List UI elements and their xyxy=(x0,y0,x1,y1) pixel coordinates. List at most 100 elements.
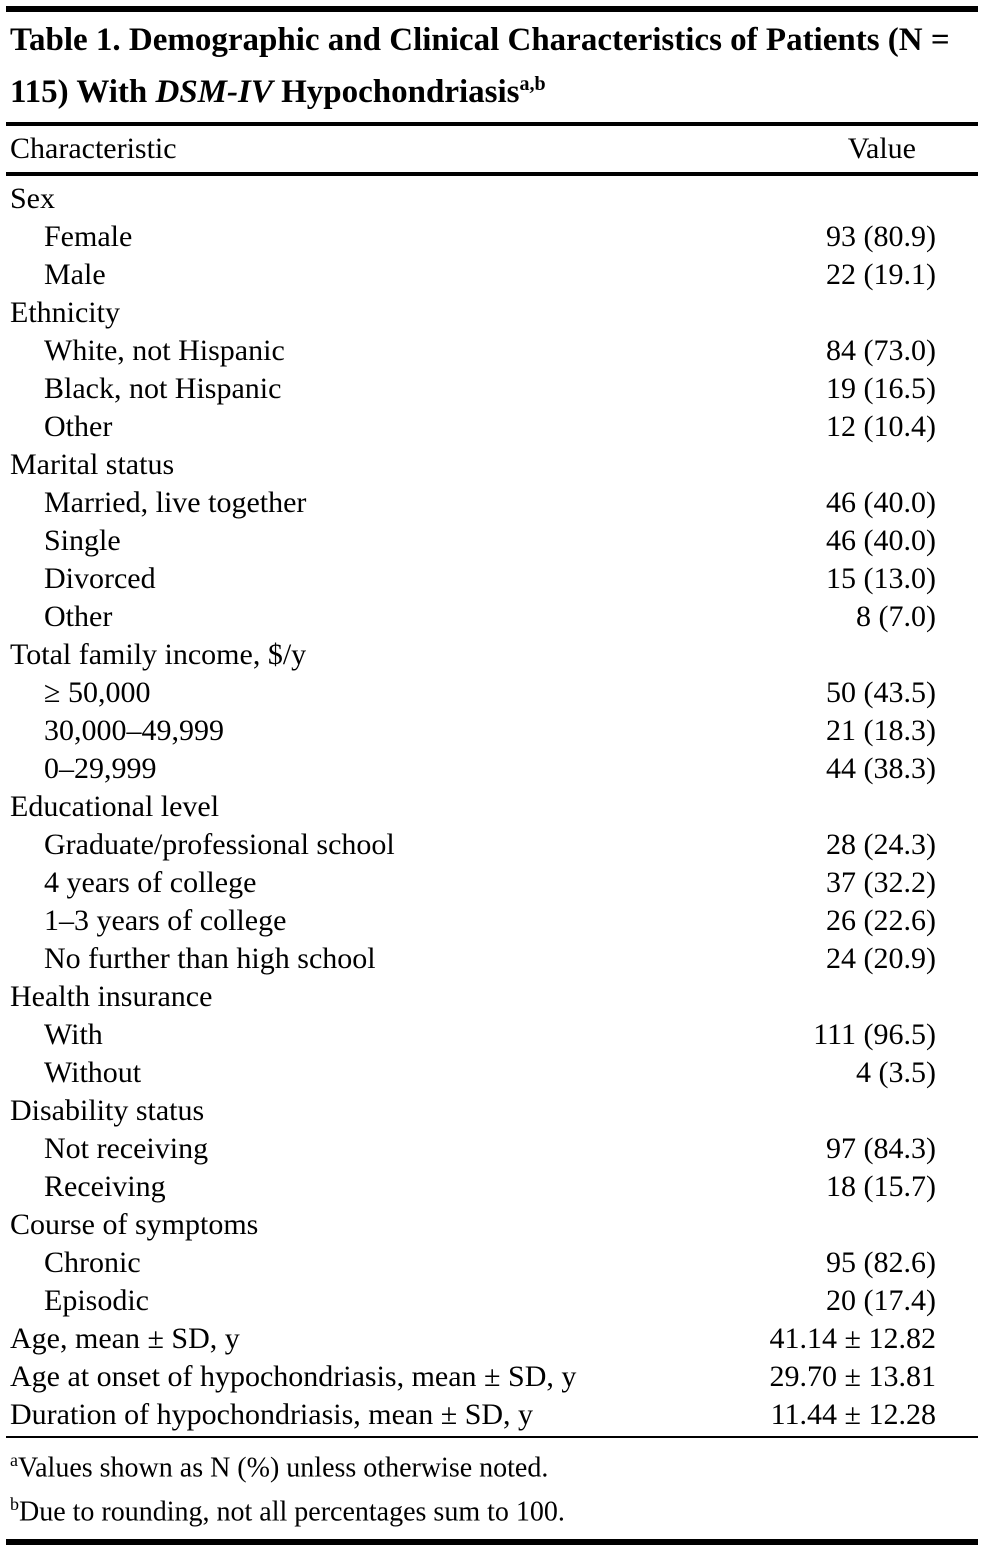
table-row: Marital status xyxy=(6,446,978,484)
table-row: Health insurance xyxy=(6,978,978,1016)
row-value: 50 (43.5) xyxy=(826,676,936,709)
table-row: ≥ 50,000 50 (43.5) xyxy=(6,674,978,712)
row-value: 95 (82.6) xyxy=(826,1246,936,1279)
row-value: 111 (96.5) xyxy=(813,1018,936,1051)
row-value: 20 (17.4) xyxy=(826,1284,936,1317)
row-label: Total family income, $/y xyxy=(10,638,307,671)
table-row: Chronic 95 (82.6) xyxy=(6,1244,978,1282)
row-value: 46 (40.0) xyxy=(826,486,936,519)
row-label: Chronic xyxy=(44,1246,141,1279)
table-row: Disability status xyxy=(6,1092,978,1130)
footnote-b-text: Due to rounding, not all percentages sum… xyxy=(19,1496,565,1528)
row-label: Duration of hypochondriasis, mean ± SD, … xyxy=(10,1398,534,1431)
row-value: 84 (73.0) xyxy=(826,334,936,367)
column-header-characteristic: Characteristic xyxy=(10,132,177,165)
footnote-a-text: Values shown as N (%) unless otherwise n… xyxy=(18,1452,549,1484)
row-value: 46 (40.0) xyxy=(826,524,936,557)
row-value: 19 (16.5) xyxy=(826,372,936,405)
row-value: 24 (20.9) xyxy=(826,942,936,975)
row-label: White, not Hispanic xyxy=(44,334,285,367)
row-label: Receiving xyxy=(44,1170,166,1203)
table-row: Educational level xyxy=(6,788,978,826)
row-label: Disability status xyxy=(10,1094,205,1127)
row-value: 26 (22.6) xyxy=(826,904,936,937)
bottom-rule-divider xyxy=(6,1538,978,1545)
table-row: Age, mean ± SD, y 41.14 ± 12.82 xyxy=(6,1320,978,1358)
table-title: Table 1. Demographic and Clinical Charac… xyxy=(6,12,978,122)
row-label: ≥ 50,000 xyxy=(44,676,151,709)
row-value: 4 (3.5) xyxy=(856,1056,936,1089)
table-row: Graduate/professional school 28 (24.3) xyxy=(6,826,978,864)
row-value: 28 (24.3) xyxy=(826,828,936,861)
row-value: 15 (13.0) xyxy=(826,562,936,595)
footnote-b: bDue to rounding, not all percentages su… xyxy=(10,1486,974,1530)
table-row: White, not Hispanic 84 (73.0) xyxy=(6,332,978,370)
row-label: Sex xyxy=(10,182,55,215)
row-label: Age at onset of hypochondriasis, mean ± … xyxy=(10,1360,577,1393)
row-label: With xyxy=(44,1018,103,1051)
row-label: Without xyxy=(44,1056,142,1089)
row-label: Course of symptoms xyxy=(10,1208,259,1241)
row-value: 41.14 ± 12.82 xyxy=(769,1322,936,1355)
row-value: 21 (18.3) xyxy=(826,714,936,747)
row-label: Educational level xyxy=(10,790,220,823)
row-label: Married, live together xyxy=(44,486,307,519)
table-row: 0–29,999 44 (38.3) xyxy=(6,750,978,788)
table-header-row: Characteristic Value xyxy=(6,126,978,172)
table-row: 4 years of college 37 (32.2) xyxy=(6,864,978,902)
table-row: Course of symptoms xyxy=(6,1206,978,1244)
table-row: 1–3 years of college 26 (22.6) xyxy=(6,902,978,940)
table-row: Sex xyxy=(6,180,978,218)
row-label: Male xyxy=(44,258,106,291)
row-label: 4 years of college xyxy=(44,866,257,899)
row-label: Episodic xyxy=(44,1284,149,1317)
table-row: Age at onset of hypochondriasis, mean ± … xyxy=(6,1358,978,1396)
table-row: With 111 (96.5) xyxy=(6,1016,978,1054)
table-figure: Table 1. Demographic and Clinical Charac… xyxy=(6,6,978,1545)
top-rule-divider xyxy=(6,6,978,12)
row-label: 1–3 years of college xyxy=(44,904,287,937)
table-row: Male 22 (19.1) xyxy=(6,256,978,294)
row-label: Single xyxy=(44,524,121,557)
row-value: 12 (10.4) xyxy=(826,410,936,443)
footnote-rule-divider xyxy=(6,1436,978,1438)
row-value: 22 (19.1) xyxy=(826,258,936,291)
row-label: 30,000–49,999 xyxy=(44,714,224,747)
row-label: Graduate/professional school xyxy=(44,828,395,861)
row-label: Other xyxy=(44,410,113,443)
row-label: Age, mean ± SD, y xyxy=(10,1322,240,1355)
row-label: Health insurance xyxy=(10,980,213,1013)
row-label: Not receiving xyxy=(44,1132,209,1165)
table-title-suffix: Hypochondriasis xyxy=(272,74,520,110)
table-row: Ethnicity xyxy=(6,294,978,332)
footnote-b-marker: b xyxy=(10,1494,19,1515)
table-title-superscript: a,b xyxy=(519,73,546,95)
table-row: Female 93 (80.9) xyxy=(6,218,978,256)
column-header-value: Value xyxy=(847,132,916,165)
row-value: 29.70 ± 13.81 xyxy=(769,1360,936,1393)
table-row: Other 12 (10.4) xyxy=(6,408,978,446)
table-body: Sex Female 93 (80.9) Male 22 (19.1) Ethn… xyxy=(6,176,978,1436)
row-label: Marital status xyxy=(10,448,175,481)
row-value: 8 (7.0) xyxy=(856,600,936,633)
table-row: Receiving 18 (15.7) xyxy=(6,1168,978,1206)
footnote-a-marker: a xyxy=(10,1450,18,1470)
footnotes: aValues shown as N (%) unless otherwise … xyxy=(6,1438,978,1539)
table-row: Total family income, $/y xyxy=(6,636,978,674)
header-rule-divider xyxy=(6,172,978,176)
table-row: Black, not Hispanic 19 (16.5) xyxy=(6,370,978,408)
table-title-italic: DSM-IV xyxy=(155,74,273,110)
row-value: 18 (15.7) xyxy=(826,1170,936,1203)
table-row: Episodic 20 (17.4) xyxy=(6,1282,978,1320)
row-label: No further than high school xyxy=(44,942,376,975)
row-label: Ethnicity xyxy=(10,296,120,329)
table-row: Single 46 (40.0) xyxy=(6,522,978,560)
row-label: Divorced xyxy=(44,562,156,595)
row-value: 97 (84.3) xyxy=(826,1132,936,1165)
table-row: Duration of hypochondriasis, mean ± SD, … xyxy=(6,1396,978,1434)
row-label: Black, not Hispanic xyxy=(44,372,282,405)
table-row: Married, live together 46 (40.0) xyxy=(6,484,978,522)
row-value: 37 (32.2) xyxy=(826,866,936,899)
table-row: 30,000–49,999 21 (18.3) xyxy=(6,712,978,750)
row-value: 93 (80.9) xyxy=(826,220,936,253)
